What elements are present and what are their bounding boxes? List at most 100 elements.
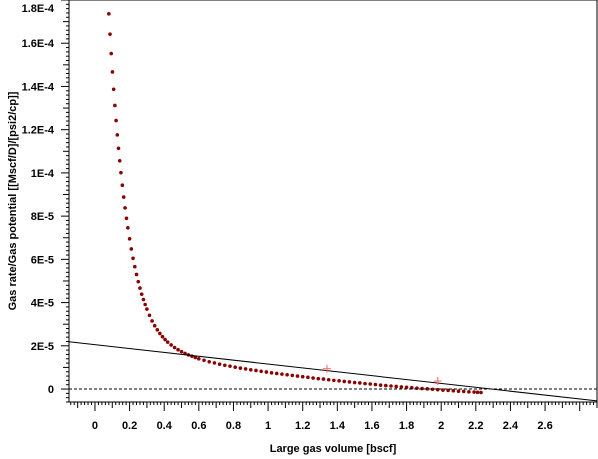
data-point xyxy=(111,87,116,92)
data-point xyxy=(479,390,483,395)
data-point xyxy=(113,103,117,108)
data-point xyxy=(384,383,388,388)
data-point xyxy=(141,297,146,302)
x-axis-title: Large gas volume [bscf] xyxy=(270,443,397,455)
data-point xyxy=(163,337,167,342)
data-point xyxy=(109,51,114,56)
y-tick-label: 4E-5 xyxy=(31,298,54,310)
data-point xyxy=(269,371,274,375)
data-point xyxy=(119,170,123,175)
y-tick-label: 2E-5 xyxy=(31,341,54,353)
data-point xyxy=(124,216,129,221)
data-point xyxy=(179,349,184,354)
data-point xyxy=(347,380,352,384)
data-point xyxy=(158,331,162,336)
selection-marker xyxy=(433,377,442,386)
data-point xyxy=(223,363,227,368)
data-point xyxy=(176,347,180,352)
data-point xyxy=(152,323,157,328)
selection-marker xyxy=(322,364,331,373)
data-point xyxy=(155,328,160,332)
data-point xyxy=(108,32,112,36)
data-point xyxy=(207,360,212,364)
x-tick-label: 0.4 xyxy=(157,420,173,432)
x-tick-label: 2.6 xyxy=(537,420,552,432)
data-point xyxy=(243,367,248,371)
data-point xyxy=(451,388,456,393)
y-tick-label: 6E-5 xyxy=(31,254,54,266)
y-tick-label: 1.4E-4 xyxy=(22,81,55,93)
data-point xyxy=(139,292,144,296)
data-point xyxy=(114,118,118,123)
data-point xyxy=(134,272,139,277)
data-point xyxy=(127,237,132,241)
data-point xyxy=(389,384,393,388)
data-point xyxy=(138,286,142,290)
x-tick-label: 0.6 xyxy=(191,420,206,432)
data-point xyxy=(121,195,126,199)
data-point xyxy=(306,375,310,380)
data-point xyxy=(352,380,357,385)
data-point xyxy=(326,377,331,382)
data-point xyxy=(274,371,279,376)
y-tick-label: 1.6E-4 xyxy=(22,38,55,50)
x-tick-label: 0 xyxy=(92,420,98,432)
data-point xyxy=(202,358,206,363)
data-point xyxy=(321,377,326,381)
data-point xyxy=(295,374,300,378)
data-point xyxy=(169,343,173,347)
data-point xyxy=(248,367,253,372)
data-point xyxy=(254,368,258,373)
y-tick-label: 1.2E-4 xyxy=(22,125,55,137)
data-point xyxy=(228,364,232,368)
data-point xyxy=(160,334,165,339)
x-tick-label: 0.8 xyxy=(226,420,241,432)
x-tick-label: 2.4 xyxy=(503,420,519,432)
data-point xyxy=(143,302,147,307)
data-point xyxy=(147,313,152,318)
data-point xyxy=(117,159,122,163)
data-point xyxy=(165,340,170,344)
y-tick-label: 1.8E-4 xyxy=(22,3,55,15)
data-point xyxy=(107,12,111,16)
data-point xyxy=(136,279,141,284)
x-tick-label: 1.8 xyxy=(399,420,414,432)
x-tick-label: 1.2 xyxy=(295,420,310,432)
data-point xyxy=(441,388,445,392)
y-tick-label: 0 xyxy=(48,384,54,396)
data-point xyxy=(217,362,222,366)
x-axis: 0 0.2 0.4 0.6 0.8 1 1.2 1.4 1.6 1.8 2 2.2 2.4 2.6 xyxy=(70,402,598,432)
y-axis-title: Gas rate/Gas potential [[Mscf/D]/[psi2/c… xyxy=(7,91,19,310)
data-point xyxy=(373,382,378,387)
data-point xyxy=(332,378,336,383)
data-point xyxy=(193,355,198,360)
data-point xyxy=(197,356,201,361)
data-point xyxy=(300,374,305,379)
data-point xyxy=(378,383,383,387)
data-point xyxy=(126,226,130,230)
data-point xyxy=(368,382,373,386)
data-point xyxy=(316,376,321,381)
data-point xyxy=(150,319,154,323)
data-point xyxy=(123,206,127,210)
data-point xyxy=(110,70,115,74)
data-point xyxy=(116,146,121,151)
data-point xyxy=(363,381,367,386)
data-point xyxy=(115,133,120,137)
data-point xyxy=(212,361,217,365)
data-point xyxy=(264,370,269,374)
data-point xyxy=(425,387,430,391)
data-point xyxy=(342,379,347,384)
data-point xyxy=(475,390,480,395)
trend-line xyxy=(68,341,598,402)
data-point xyxy=(238,366,243,370)
data-point xyxy=(456,389,461,393)
x-tick-label: 1.6 xyxy=(364,420,379,432)
data-point xyxy=(472,390,476,394)
data-point xyxy=(461,389,466,394)
data-point xyxy=(233,365,237,370)
x-tick-label: 1.4 xyxy=(330,420,346,432)
data-point xyxy=(290,373,295,378)
x-tick-label: 2 xyxy=(438,420,444,432)
